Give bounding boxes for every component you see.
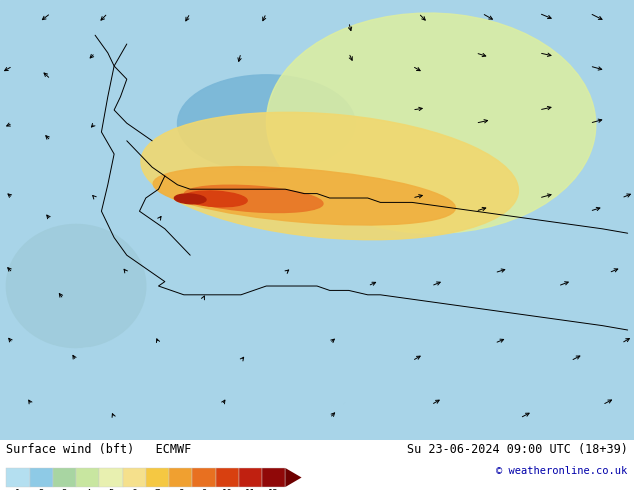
Ellipse shape [6,224,146,347]
Bar [53,468,76,487]
Ellipse shape [141,112,519,240]
Text: 7: 7 [155,489,160,490]
Text: 10: 10 [222,489,233,490]
Bar [146,468,169,487]
Bar [216,468,239,487]
Bar [239,468,262,487]
Text: 5: 5 [108,489,113,490]
Ellipse shape [266,13,596,233]
Ellipse shape [184,185,323,213]
Text: 9: 9 [201,489,207,490]
Text: 11: 11 [245,489,256,490]
Bar [262,468,285,487]
Text: 3: 3 [61,489,67,490]
Bar [192,468,216,487]
Text: Surface wind (bft)   ECMWF: Surface wind (bft) ECMWF [6,442,191,456]
Ellipse shape [380,354,571,420]
Bar [76,468,100,487]
Ellipse shape [32,347,158,427]
Ellipse shape [184,191,247,207]
Text: 12: 12 [268,489,279,490]
Bar [122,468,146,487]
Text: 2: 2 [39,489,44,490]
Text: Su 23-06-2024 09:00 UTC (18+39): Su 23-06-2024 09:00 UTC (18+39) [407,442,628,456]
Bar [6,468,30,487]
Text: 6: 6 [131,489,137,490]
Bar [169,468,192,487]
Text: 1: 1 [15,489,21,490]
Bar [100,468,122,487]
Polygon shape [285,468,302,487]
Ellipse shape [178,75,355,172]
Bar [30,468,53,487]
Ellipse shape [174,194,206,204]
Text: © weatheronline.co.uk: © weatheronline.co.uk [496,466,628,476]
Ellipse shape [153,167,455,225]
Text: 4: 4 [85,489,91,490]
Text: 8: 8 [178,489,183,490]
